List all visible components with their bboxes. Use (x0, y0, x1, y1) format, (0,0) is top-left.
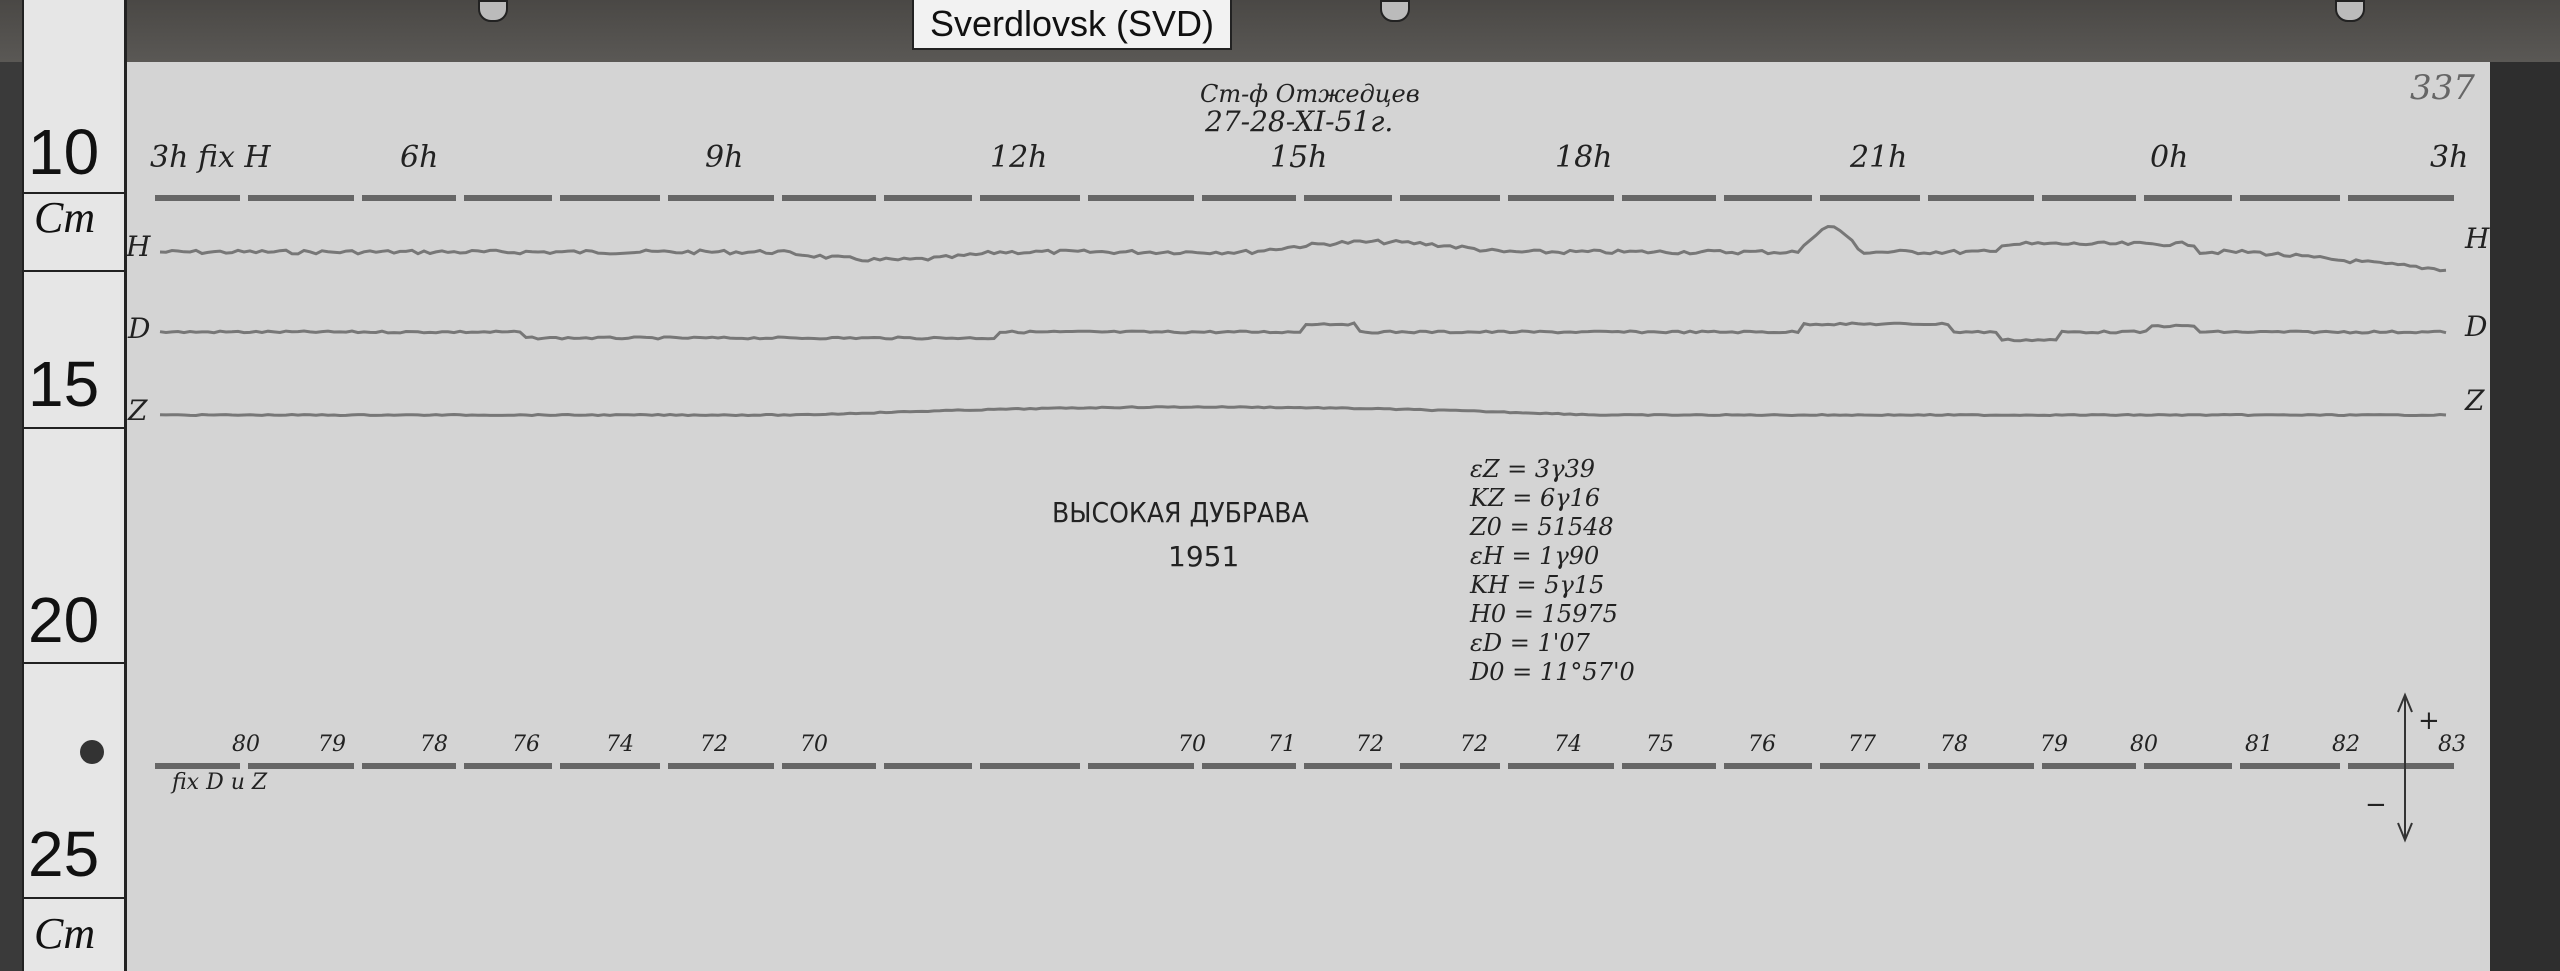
ruler-mark: 15 (28, 348, 100, 420)
board-edge (2490, 62, 2560, 971)
temperature-label: 72 (700, 732, 728, 757)
constant: KZ = 6γ16 (1470, 484, 1601, 512)
scale-constants: εZ = 3γ39 KZ = 6γ16 Z0 = 51548 εH = 1γ90… (1470, 455, 1635, 687)
constant: εZ = 3γ39 (1470, 455, 1596, 483)
temperature-label: 70 (1178, 732, 1206, 757)
station-title: ВЫСОКАЯ ДУБРАВА (1052, 496, 1309, 529)
board-top (0, 0, 2560, 62)
temperature-label: 74 (1554, 732, 1582, 757)
temperature-label: 83 (2438, 732, 2466, 757)
hour-label: 3h fix H (150, 140, 271, 175)
temperature-label: 72 (1460, 732, 1488, 757)
temperature-label: 77 (1848, 732, 1876, 757)
constant: εH = 1γ90 (1470, 542, 1600, 570)
ruler-mark: 25 (28, 818, 100, 890)
ruler-unit: Cm (34, 193, 96, 242)
temperature-label: 76 (512, 732, 540, 757)
screw-icon (2335, 0, 2365, 22)
pin-hole (80, 740, 104, 764)
hour-label: 18h (1555, 140, 1613, 175)
arrowheads-icon (2397, 692, 2413, 843)
trace-label-d-right: D (2465, 310, 2488, 343)
temperature-label: 78 (1940, 732, 1968, 757)
temperature-label: 72 (1356, 732, 1384, 757)
fix-d-z-label: fix D и Z (172, 770, 268, 795)
constant: KH = 5γ15 (1470, 571, 1605, 599)
ruler-unit: Cm (34, 909, 96, 958)
temperature-label: 79 (318, 732, 346, 757)
constant: εD = 1'07 (1470, 629, 1590, 657)
hour-label: 3h (2430, 140, 2469, 175)
h-trace (159, 224, 2447, 273)
hour-label: 12h (990, 140, 1048, 175)
d-trace (159, 321, 2447, 343)
hour-label: 9h (705, 140, 744, 175)
temperature-label: 75 (1646, 732, 1674, 757)
trace-label-z: Z (128, 394, 148, 427)
temperature-label: 78 (420, 732, 448, 757)
observer-signature: Ст-ф Отжедцев (1200, 80, 1420, 108)
z-trace (159, 405, 2447, 418)
screw-icon (1380, 0, 1410, 22)
ruler-mark: 10 (28, 116, 100, 188)
hour-label: 21h (1850, 140, 1908, 175)
temperature-label: 74 (606, 732, 634, 757)
trace-label-z-right: Z (2465, 384, 2485, 417)
temperature-label: 82 (2332, 732, 2360, 757)
hour-label: 15h (1270, 140, 1328, 175)
magnetogram-sheet (125, 62, 2490, 971)
sheet-number: 337 (2410, 68, 2475, 108)
cm-ruler: 10 Cm 15 20 25 Cm (22, 0, 127, 971)
temperature-label: 76 (1748, 732, 1776, 757)
temperature-label: 81 (2245, 732, 2273, 757)
temperature-label: 80 (232, 732, 260, 757)
temperature-label: 79 (2040, 732, 2068, 757)
temperature-label: 80 (2130, 732, 2158, 757)
hour-label: 0h (2150, 140, 2189, 175)
record-date: 27-28-XI-51г. (1205, 105, 1394, 138)
year-title: 1951 (1168, 540, 1240, 573)
constant: Z0 = 51548 (1470, 513, 1614, 541)
arrow-minus: − (2365, 790, 2387, 820)
screw-icon (478, 0, 508, 22)
hour-label: 6h (400, 140, 439, 175)
temperature-label: 70 (800, 732, 828, 757)
station-label: Sverdlovsk (SVD) (912, 0, 1232, 50)
trace-label-h-right: H (2465, 222, 2490, 255)
ruler-mark: 20 (28, 584, 100, 656)
temperature-label: 71 (1268, 732, 1296, 757)
constant: D0 = 11°57'0 (1470, 658, 1635, 686)
trace-label-d: D (128, 312, 151, 345)
arrow-plus: + (2418, 706, 2440, 736)
constant: H0 = 15975 (1470, 600, 1618, 628)
trace-label-h: H (126, 230, 151, 263)
